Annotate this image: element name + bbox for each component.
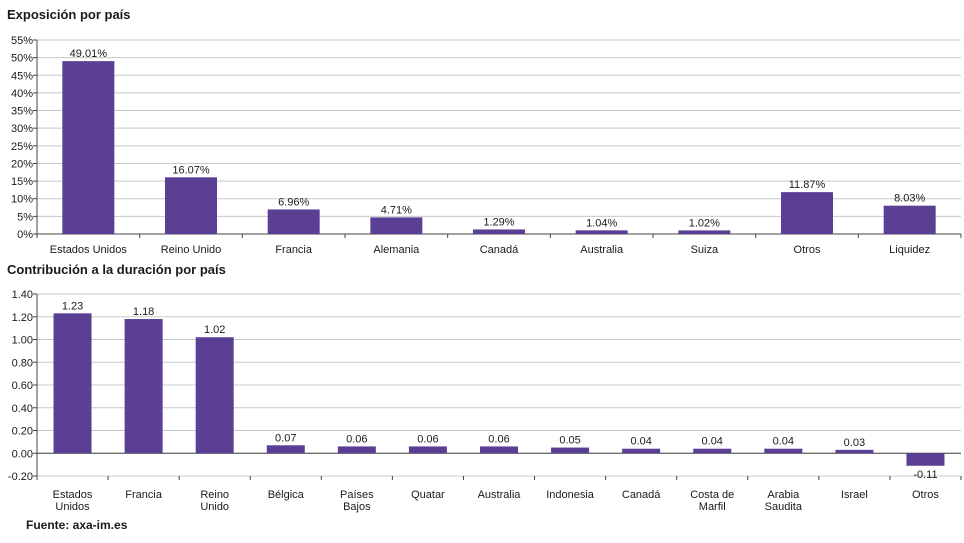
c2-bar bbox=[195, 337, 234, 454]
c1-ytick-label: 25% bbox=[11, 141, 33, 153]
c1-value-label: 11.87% bbox=[789, 179, 826, 191]
c2-ytick-label: 1.20 bbox=[12, 312, 33, 324]
c1-bar bbox=[678, 230, 731, 234]
c1-value-label: 1.02% bbox=[689, 217, 720, 229]
c2-ytick-label: 0.60 bbox=[12, 380, 33, 392]
c2-ytick-label: 1.00 bbox=[12, 335, 33, 347]
c2-category-label: Israel bbox=[841, 489, 868, 501]
c1-bar bbox=[473, 229, 525, 234]
c2-category-label: Saudita bbox=[765, 501, 803, 513]
c2-bar bbox=[764, 448, 803, 454]
chart-title-exposicion: Exposición por país bbox=[7, 7, 131, 22]
c2-category-label: Canadá bbox=[622, 489, 661, 501]
c2-ytick-label: 0.20 bbox=[12, 426, 33, 438]
c2-value-label: 0.06 bbox=[488, 433, 509, 445]
c1-bar bbox=[370, 217, 423, 234]
c1-ytick-label: 40% bbox=[11, 88, 33, 100]
c2-value-label: 1.02 bbox=[204, 324, 225, 336]
c2-bar bbox=[266, 445, 305, 454]
c2-bar bbox=[53, 313, 92, 454]
c1-value-label: 1.29% bbox=[483, 216, 514, 228]
c1-bar bbox=[165, 177, 217, 234]
c1-value-label: 1.04% bbox=[586, 217, 617, 229]
c1-ytick-label: 20% bbox=[11, 158, 33, 170]
c2-value-label: 0.05 bbox=[559, 435, 580, 447]
c2-ytick-label: 0.80 bbox=[12, 357, 33, 369]
c1-bar bbox=[62, 61, 115, 235]
c2-value-label: 0.04 bbox=[630, 436, 651, 448]
c2-bar bbox=[551, 447, 590, 454]
c2-ytick-label: 0.00 bbox=[12, 448, 33, 460]
c2-category-label: Marfil bbox=[699, 501, 726, 513]
c2-bar bbox=[124, 319, 163, 454]
c1-category-label: Francia bbox=[275, 244, 313, 256]
c1-category-label: Liquidez bbox=[889, 244, 930, 256]
c2-category-label: Australia bbox=[478, 489, 522, 501]
c2-category-label: Otros bbox=[912, 489, 939, 501]
c1-category-label: Alemania bbox=[373, 244, 420, 256]
c2-category-label: Estados bbox=[53, 489, 93, 501]
c2-category-label: Unido bbox=[200, 501, 229, 513]
c1-ytick-label: 15% bbox=[11, 176, 33, 188]
c1-ytick-label: 55% bbox=[11, 35, 33, 47]
c2-ytick-label: 0.40 bbox=[12, 403, 33, 415]
c2-bar bbox=[480, 446, 518, 454]
c1-category-label: Australia bbox=[580, 244, 624, 256]
c1-ytick-label: 50% bbox=[11, 53, 33, 65]
c2-value-label: 0.04 bbox=[773, 436, 794, 448]
c2-bar bbox=[622, 448, 661, 454]
c1-ytick-label: 30% bbox=[11, 123, 33, 135]
c1-bar bbox=[267, 209, 320, 234]
c2-bar bbox=[408, 446, 447, 454]
c1-value-label: 8.03% bbox=[894, 193, 925, 205]
c2-category-label: Bajos bbox=[343, 501, 371, 513]
c1-value-label: 49.01% bbox=[70, 48, 108, 60]
c1-value-label: 6.96% bbox=[278, 196, 309, 208]
c2-bar bbox=[835, 449, 874, 454]
c1-bar bbox=[883, 205, 936, 234]
c2-ytick-label: 1.40 bbox=[12, 289, 33, 301]
c1-ytick-label: 5% bbox=[17, 211, 33, 223]
c2-value-label: 0.06 bbox=[346, 433, 367, 445]
c1-value-label: 4.71% bbox=[381, 204, 412, 216]
source-note: Fuente: axa-im.es bbox=[26, 518, 128, 532]
c2-category-label: Costa de bbox=[690, 489, 734, 501]
c1-ytick-label: 45% bbox=[11, 70, 33, 82]
c2-value-label: 0.04 bbox=[702, 436, 723, 448]
c2-bar bbox=[693, 448, 732, 454]
c2-category-label: Unidos bbox=[55, 501, 90, 513]
c1-category-label: Reino Unido bbox=[161, 244, 222, 256]
c2-value-label: 0.03 bbox=[844, 437, 865, 449]
c1-ytick-label: 0% bbox=[17, 229, 33, 241]
c2-category-label: Bélgica bbox=[268, 489, 305, 501]
c1-category-label: Otros bbox=[794, 244, 821, 256]
c2-category-label: Francia bbox=[125, 489, 163, 501]
c2-bar bbox=[906, 453, 945, 466]
c2-value-label: 0.07 bbox=[275, 432, 296, 444]
c2-category-label: Países bbox=[340, 489, 374, 501]
c2-ytick-label: -0.20 bbox=[8, 471, 33, 483]
c1-bar bbox=[575, 230, 628, 234]
c2-value-label: 1.18 bbox=[133, 306, 154, 318]
c1-ytick-label: 35% bbox=[11, 106, 33, 118]
c1-category-label: Suiza bbox=[691, 244, 719, 256]
c2-category-label: Indonesia bbox=[546, 489, 595, 501]
chart-title-contribucion: Contribución a la duración por país bbox=[7, 262, 226, 277]
c2-value-label: 0.06 bbox=[417, 433, 438, 445]
c2-value-label: -0.11 bbox=[913, 469, 937, 481]
c1-value-label: 16.07% bbox=[172, 164, 210, 176]
c2-category-label: Reino bbox=[200, 489, 229, 501]
c2-value-label: 1.23 bbox=[62, 300, 83, 312]
c1-ytick-label: 10% bbox=[11, 194, 33, 206]
c1-bar bbox=[781, 192, 833, 234]
c1-category-label: Canadá bbox=[480, 244, 519, 256]
c2-category-label: Quatar bbox=[411, 489, 445, 501]
c2-category-label: Arabia bbox=[767, 489, 800, 501]
c1-category-label: Estados Unidos bbox=[50, 244, 128, 256]
c2-bar bbox=[337, 446, 376, 454]
